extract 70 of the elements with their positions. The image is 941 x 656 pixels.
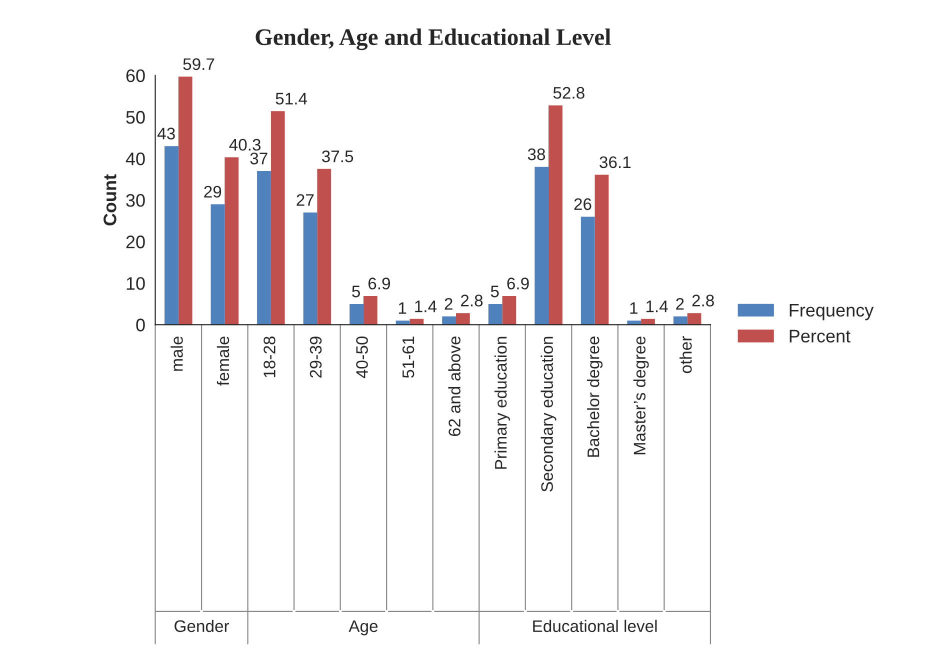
bar: [317, 168, 332, 325]
y-tick-label: 0: [136, 318, 145, 332]
bar: [580, 216, 595, 325]
text: Age: [348, 620, 378, 636]
data-label: 6.9: [507, 278, 529, 290]
x-tick-label: Secondary education: [540, 336, 556, 492]
data-label: 59.7: [183, 58, 214, 70]
x-tick-label: Bachelor degree: [587, 336, 603, 457]
data-label: 36.1: [600, 156, 631, 168]
text: Gender: [174, 620, 230, 632]
data-label: 2: [676, 298, 684, 310]
legend-label: Percent: [790, 330, 850, 342]
data-label: 43: [157, 128, 175, 140]
bar: [210, 204, 225, 325]
bar: [178, 76, 192, 325]
bar: [257, 170, 271, 325]
x-tick-label: Master’s degree: [633, 336, 649, 454]
data-label: 1.4: [646, 300, 668, 312]
bar: [687, 313, 702, 325]
x-tick-label: female: [216, 336, 230, 386]
data-label: 27: [296, 194, 314, 206]
x-tick-label: male: [170, 336, 183, 371]
y-tick-label: 10: [126, 277, 145, 290]
data-label: 6.9: [368, 278, 390, 290]
data-label: 5: [490, 286, 499, 298]
bar: [488, 304, 502, 325]
bar: [534, 166, 549, 325]
x-tick-label: 40-50: [356, 336, 368, 378]
bar: [594, 174, 609, 325]
y-tick-label: 20: [126, 236, 145, 248]
data-label: 26: [574, 198, 592, 210]
bar: [673, 316, 688, 325]
bar: [224, 157, 239, 325]
text: Educational level: [533, 620, 657, 632]
y-tick-label: 50: [126, 110, 145, 124]
data-label: 5: [352, 286, 360, 298]
bar: [442, 316, 456, 325]
bar: [164, 146, 178, 325]
data-label: 51.4: [276, 92, 308, 105]
bar: [456, 313, 470, 325]
data-label: 1: [630, 302, 638, 314]
data-label: 1.4: [415, 300, 437, 312]
bar: [350, 304, 364, 325]
x-tick-label: Primary education: [494, 336, 510, 469]
x-tick-label: 51-61: [402, 336, 414, 378]
data-label: 40.3: [229, 138, 261, 151]
data-label: 2.8: [692, 294, 714, 306]
legend-label: Frequency: [790, 304, 874, 320]
data-label: 52.8: [553, 86, 584, 99]
bar: [363, 296, 378, 325]
x-tick-label: 29-39: [310, 336, 322, 378]
x-tick-label: other: [680, 336, 692, 374]
y-tick-label: 40: [126, 152, 145, 166]
y-tick-label: 60: [126, 69, 145, 82]
bar: [303, 212, 318, 325]
data-label: 38: [528, 148, 546, 160]
bar: [502, 296, 516, 325]
data-label: 37.5: [322, 150, 354, 162]
data-label: 37: [250, 152, 268, 164]
x-tick-label: 62 and above: [448, 336, 460, 436]
y-tick-label: 30: [126, 194, 145, 207]
data-label: 2.8: [460, 294, 483, 306]
bar: [270, 111, 285, 325]
data-label: 2: [444, 298, 452, 310]
data-label: 29: [204, 186, 222, 198]
y-axis-title: Count: [104, 174, 116, 226]
chart-title: Gender, Age and Educational Level: [256, 28, 611, 50]
bar: [548, 105, 562, 325]
data-label: 1: [398, 302, 406, 314]
x-tick-label: 18-28: [264, 336, 276, 378]
